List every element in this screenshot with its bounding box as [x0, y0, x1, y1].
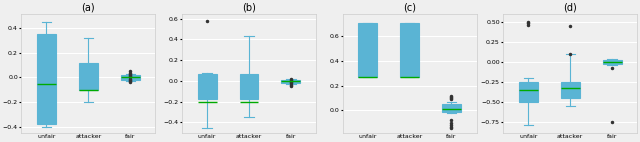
PathPatch shape — [561, 82, 580, 98]
Title: (b): (b) — [242, 3, 256, 13]
PathPatch shape — [121, 75, 140, 80]
PathPatch shape — [442, 104, 461, 112]
PathPatch shape — [400, 23, 419, 77]
Title: (c): (c) — [403, 3, 416, 13]
Title: (a): (a) — [81, 3, 95, 13]
PathPatch shape — [79, 63, 98, 90]
PathPatch shape — [239, 74, 259, 99]
PathPatch shape — [358, 23, 377, 77]
PathPatch shape — [198, 74, 216, 99]
PathPatch shape — [603, 60, 621, 63]
PathPatch shape — [519, 82, 538, 102]
Title: (d): (d) — [563, 3, 577, 13]
PathPatch shape — [282, 80, 300, 83]
PathPatch shape — [37, 35, 56, 124]
